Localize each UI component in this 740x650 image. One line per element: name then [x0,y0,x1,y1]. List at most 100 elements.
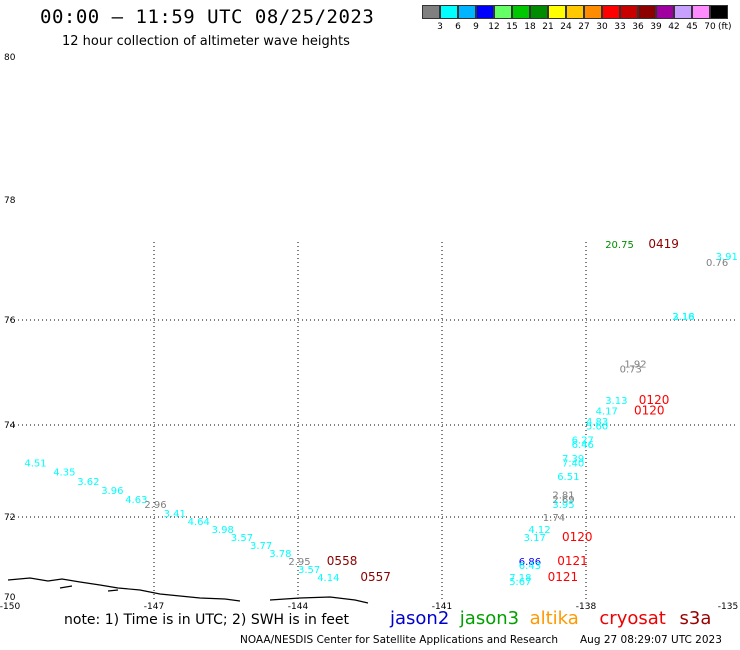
pass-time-label: 0121 [548,570,579,584]
wave-height-value: 6.86 [519,557,541,568]
wave-height-value: 3.57 [298,565,320,576]
satellite-s3a: s3a [679,608,712,629]
legend-swatch [512,5,530,19]
satellite-altika: altika [529,608,579,629]
lat-label: 80 [4,53,16,63]
legend-label: 9 [473,22,479,32]
legend-label: 15 [506,22,518,32]
legend-label: 12 [488,22,500,32]
satellite-cryosat: cryosat [599,608,666,629]
wave-height-value: 6.43 [519,561,541,572]
wave-height-value: 7.40 [562,458,584,469]
wave-height-value: 2.18 [672,312,694,323]
credit-text: NOAA/NESDIS Center for Satellite Applica… [240,634,558,646]
wave-height-value: 4.12 [528,525,550,536]
legend-swatch [710,5,728,19]
wave-height-value: 2.81 [552,491,574,502]
lon-label: -150 [0,602,20,610]
wave-height-value: 2.69 [552,495,574,506]
pass-time-label: 0557 [360,570,391,584]
lat-label: 72 [4,513,15,523]
lon-label: -147 [144,602,164,610]
wave-height-value: 6.46 [572,440,594,451]
wave-height-value: 20.75 [605,240,634,251]
wave-height-value: 6.27 [572,435,594,446]
legend-swatch [440,5,458,19]
wave-height-value: 3.62 [77,477,99,488]
legend-label: 18 [524,22,536,32]
lon-label: -138 [576,602,597,610]
legend-label: 33 [614,22,626,32]
lat-label: 74 [4,421,16,431]
wave-height-value: 0.76 [706,258,728,269]
wave-height-value: 1.92 [624,359,646,370]
wave-height-value: 3.16 [672,312,694,323]
footer-note: note: 1) Time is in UTC; 2) SWH is in fe… [64,612,350,628]
lat-label: 76 [4,316,16,326]
legend-unit: (ft) [718,22,732,32]
wave-height-value: 3.91 [716,252,738,263]
wave-height-value: 7.18 [509,573,531,584]
legend-swatch [674,5,692,19]
legend-label: 27 [578,22,590,32]
pass-time-label: 0120 [562,530,593,544]
legend-swatch [548,5,566,19]
wave-height-value: 3.13 [605,396,627,407]
wave-height-value: 5.60 [586,422,608,433]
lat-label: 70 [4,593,16,603]
legend-swatch [656,5,674,19]
wave-height-value: 4.64 [188,517,210,528]
generated-time: Aug 27 08:29:07 UTC 2023 [580,634,722,646]
wave-height-value: 4.14 [317,573,339,584]
wave-height-value: 3.77 [250,541,272,552]
coastline [7,577,369,604]
lon-label: -141 [432,602,452,610]
legend-labels: 3 6 9 12 15 18 21 24 27 30 33 36 39 42 45 70 [422,22,740,36]
map-subtitle: 12 hour collection of altimeter wave hei… [62,34,350,49]
legend-swatch [422,5,440,19]
pass-time-label: 0419 [648,237,679,251]
wave-height-value: 4.35 [53,468,75,479]
legend-label: 30 [596,22,608,32]
wave-height-value: 4.83 [586,417,608,428]
satellite-jason2: jason2 [390,608,450,629]
legend-label: 36 [632,22,644,32]
legend-swatch [620,5,638,19]
wave-height-value: 4.17 [596,407,618,418]
color-legend [422,5,728,19]
legend-swatch [494,5,512,19]
wave-height-value: 0.73 [620,365,642,376]
wave-height-value: 1.74 [543,513,565,524]
pass-time-label: 0120 [634,404,665,418]
legend-swatch [584,5,602,19]
legend-swatch [692,5,710,19]
wave-height-value: 3.17 [524,533,546,544]
wave-height-value: 3.96 [101,486,123,497]
wave-height-value: 2.95 [288,557,310,568]
wave-height-value: 3.41 [164,509,186,520]
wave-height-map: 80 78 76 74 72 70-150 -147 -144 -141 -138 -135 4.51… [0,53,738,610]
lon-label: -144 [288,602,309,610]
wave-height-value: 7.39 [562,454,584,465]
wave-height-value: 3.95 [552,500,574,511]
wave-height-value: 3.78 [269,549,291,560]
pass-time-label: 0120 [639,393,670,407]
legend-label: 6 [455,22,461,32]
pass-time-label: 0121 [557,554,588,568]
satellite-jason3: jason3 [459,608,520,629]
legend-label: 39 [650,22,662,32]
legend-label: 24 [560,22,572,32]
map-title: 00:00 – 11:59 UTC 08/25/2023 [40,6,375,28]
wave-height-value: 3.57 [231,533,253,544]
wave-height-value: 5.67 [509,577,531,588]
legend-label: 3 [437,22,443,32]
legend-swatch [476,5,494,19]
legend-label: 70 [704,22,716,32]
legend-swatch [638,5,656,19]
legend-swatch [566,5,584,19]
lat-label: 78 [4,196,16,206]
wave-height-value: 6.51 [557,472,579,483]
legend-label: 42 [668,22,680,32]
legend-swatch [602,5,620,19]
wave-height-value: 4.51 [24,458,46,469]
